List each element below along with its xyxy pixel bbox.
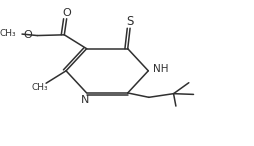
Text: S: S <box>126 15 134 28</box>
Text: CH₃: CH₃ <box>31 83 48 92</box>
Text: N: N <box>81 95 90 105</box>
Text: O: O <box>23 30 32 40</box>
Text: O: O <box>62 8 71 18</box>
Text: NH: NH <box>153 64 169 74</box>
Text: CH₃: CH₃ <box>0 29 16 38</box>
